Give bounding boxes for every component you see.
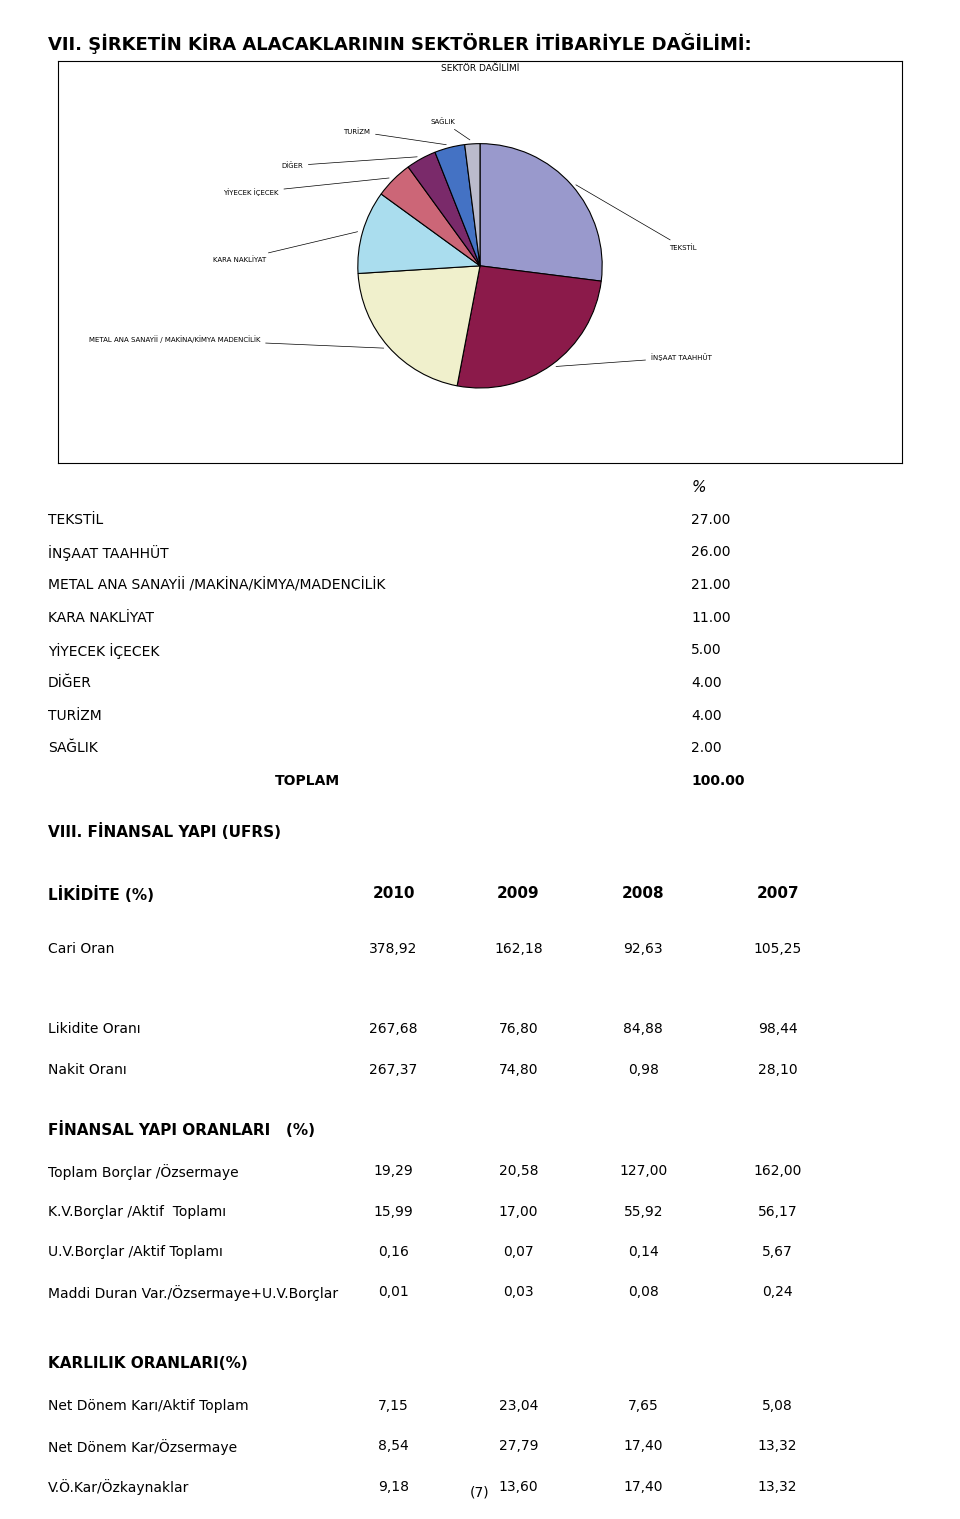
Text: 26.00: 26.00	[691, 545, 731, 559]
Text: 0,03: 0,03	[503, 1285, 534, 1299]
Text: 267,68: 267,68	[370, 1022, 418, 1036]
Text: 378,92: 378,92	[370, 942, 418, 955]
Text: 28,10: 28,10	[757, 1063, 798, 1077]
Text: Net Dönem Karı/Aktif Toplam: Net Dönem Karı/Aktif Toplam	[48, 1399, 249, 1413]
Text: YİYECEK İÇECEK: YİYECEK İÇECEK	[48, 644, 159, 659]
Text: 17,00: 17,00	[498, 1205, 539, 1218]
Wedge shape	[457, 266, 601, 387]
Text: %: %	[691, 480, 706, 495]
Text: Net Dönem Kar/Özsermaye: Net Dönem Kar/Özsermaye	[48, 1440, 237, 1455]
Text: Cari Oran: Cari Oran	[48, 942, 114, 955]
Text: 0,08: 0,08	[628, 1285, 659, 1299]
Text: KARLILIK ORANLARI(%): KARLILIK ORANLARI(%)	[48, 1356, 248, 1370]
Text: 84,88: 84,88	[623, 1022, 663, 1036]
Text: DİĞER: DİĞER	[48, 676, 92, 690]
Text: 127,00: 127,00	[619, 1165, 667, 1179]
Text: 7,15: 7,15	[378, 1399, 409, 1413]
Text: TEKSTİL: TEKSTİL	[48, 513, 104, 527]
Text: SEKTÖR DAĞİLİMİ: SEKTÖR DAĞİLİMİ	[441, 64, 519, 73]
Text: 2007: 2007	[756, 887, 799, 901]
Text: 5.00: 5.00	[691, 644, 722, 658]
Text: 13,60: 13,60	[498, 1480, 539, 1493]
Text: 92,63: 92,63	[623, 942, 663, 955]
Text: U.V.Borçlar /Aktif Toplamı: U.V.Borçlar /Aktif Toplamı	[48, 1246, 223, 1259]
Text: 0,01: 0,01	[378, 1285, 409, 1299]
Text: VII. ŞİRKETİN KİRA ALACAKLARININ SEKTÖRLER İTİBARİYLE DAĞİLİMİ:: VII. ŞİRKETİN KİRA ALACAKLARININ SEKTÖRL…	[48, 33, 752, 55]
Text: 0,98: 0,98	[628, 1063, 659, 1077]
Text: 21.00: 21.00	[691, 579, 731, 592]
Text: 5,08: 5,08	[762, 1399, 793, 1413]
Text: DİĞER: DİĞER	[281, 156, 418, 169]
Wedge shape	[408, 152, 480, 266]
Text: 20,58: 20,58	[498, 1165, 539, 1179]
Text: 162,18: 162,18	[494, 942, 542, 955]
Text: 76,80: 76,80	[498, 1022, 539, 1036]
Text: LİKİDİTE (%): LİKİDİTE (%)	[48, 887, 154, 904]
Text: 27.00: 27.00	[691, 513, 731, 527]
Text: KARA NAKLİYAT: KARA NAKLİYAT	[48, 611, 154, 624]
Text: 56,17: 56,17	[757, 1205, 798, 1218]
Wedge shape	[358, 194, 480, 273]
Text: 55,92: 55,92	[623, 1205, 663, 1218]
Wedge shape	[358, 266, 480, 386]
Text: 8,54: 8,54	[378, 1440, 409, 1454]
Text: 4.00: 4.00	[691, 708, 722, 723]
Text: SAĞLIK: SAĞLIK	[431, 118, 469, 140]
Text: 5,67: 5,67	[762, 1246, 793, 1259]
Text: Maddi Duran Var./Özsermaye+U.V.Borçlar: Maddi Duran Var./Özsermaye+U.V.Borçlar	[48, 1285, 338, 1302]
Text: METAL ANA SANAYİİ / MAKİNA/KİMYA MADENCİLİK: METAL ANA SANAYİİ / MAKİNA/KİMYA MADENCİ…	[88, 336, 384, 348]
Text: 100.00: 100.00	[691, 775, 745, 788]
Text: 7,65: 7,65	[628, 1399, 659, 1413]
Text: TOPLAM: TOPLAM	[275, 775, 340, 788]
Text: 4.00: 4.00	[691, 676, 722, 690]
Text: 2008: 2008	[622, 887, 664, 901]
Text: VIII. FİNANSAL YAPI (UFRS): VIII. FİNANSAL YAPI (UFRS)	[48, 823, 281, 840]
Text: METAL ANA SANAYİİ /MAKİNA/KİMYA/MADENCİLİK: METAL ANA SANAYİİ /MAKİNA/KİMYA/MADENCİL…	[48, 579, 385, 592]
Text: 27,79: 27,79	[498, 1440, 539, 1454]
Text: 0,14: 0,14	[628, 1246, 659, 1259]
Text: 105,25: 105,25	[754, 942, 802, 955]
Wedge shape	[435, 144, 480, 266]
Text: İNŞAAT TAAHHÜT: İNŞAAT TAAHHÜT	[556, 354, 712, 366]
Text: 23,04: 23,04	[498, 1399, 539, 1413]
Text: 0,16: 0,16	[378, 1246, 409, 1259]
Text: 0,24: 0,24	[762, 1285, 793, 1299]
Wedge shape	[480, 144, 602, 281]
Text: Nakit Oranı: Nakit Oranı	[48, 1063, 127, 1077]
Text: 267,37: 267,37	[370, 1063, 418, 1077]
Text: TURİZM: TURİZM	[343, 128, 446, 144]
Text: SAĞLIK: SAĞLIK	[48, 741, 98, 755]
Text: 15,99: 15,99	[373, 1205, 414, 1218]
Text: 74,80: 74,80	[498, 1063, 539, 1077]
Text: 0,07: 0,07	[503, 1246, 534, 1259]
Text: YİYECEK İÇECEK: YİYECEK İÇECEK	[223, 178, 389, 196]
Text: TEKSTİL: TEKSTİL	[576, 185, 697, 251]
Wedge shape	[465, 144, 480, 266]
Text: 19,29: 19,29	[373, 1165, 414, 1179]
Text: (7): (7)	[470, 1486, 490, 1499]
Text: V.Ö.Kar/Özkaynaklar: V.Ö.Kar/Özkaynaklar	[48, 1480, 189, 1496]
Text: 2010: 2010	[372, 887, 415, 901]
Text: 9,18: 9,18	[378, 1480, 409, 1493]
Text: Toplam Borçlar /Özsermaye: Toplam Borçlar /Özsermaye	[48, 1165, 239, 1180]
Wedge shape	[381, 167, 480, 266]
Text: 13,32: 13,32	[757, 1440, 798, 1454]
Text: 17,40: 17,40	[623, 1480, 663, 1493]
Text: 11.00: 11.00	[691, 611, 731, 624]
Text: 2.00: 2.00	[691, 741, 722, 755]
Text: 17,40: 17,40	[623, 1440, 663, 1454]
Text: 13,32: 13,32	[757, 1480, 798, 1493]
Text: 162,00: 162,00	[754, 1165, 802, 1179]
Text: FİNANSAL YAPI ORANLARI   (%): FİNANSAL YAPI ORANLARI (%)	[48, 1121, 315, 1138]
Text: TURİZM: TURİZM	[48, 708, 102, 723]
Text: Likidite Oranı: Likidite Oranı	[48, 1022, 140, 1036]
Text: K.V.Borçlar /Aktif  Toplamı: K.V.Borçlar /Aktif Toplamı	[48, 1205, 227, 1218]
Text: İNŞAAT TAAHHÜT: İNŞAAT TAAHHÜT	[48, 545, 169, 562]
Text: 2009: 2009	[497, 887, 540, 901]
Text: KARA NAKLİYAT: KARA NAKLİYAT	[213, 232, 358, 263]
Text: 98,44: 98,44	[757, 1022, 798, 1036]
